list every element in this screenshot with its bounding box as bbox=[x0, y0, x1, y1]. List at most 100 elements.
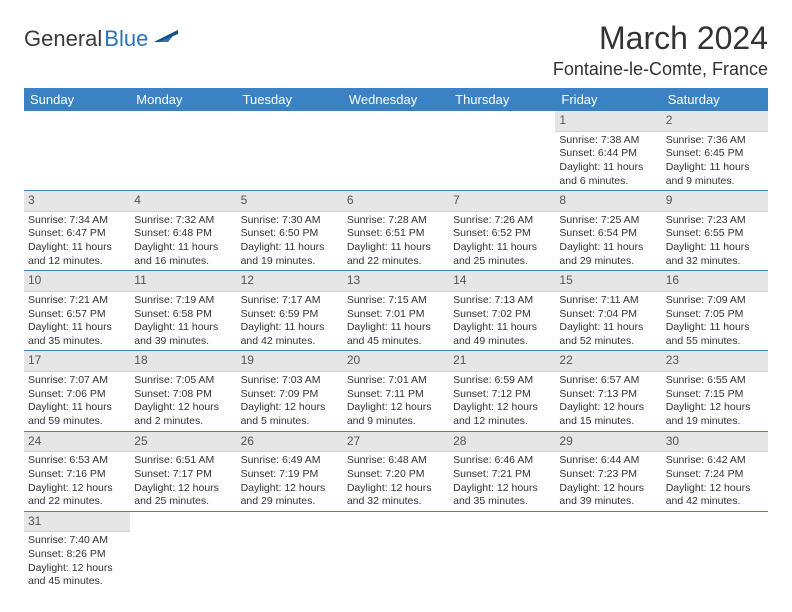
day-body: Sunrise: 6:46 AMSunset: 7:21 PMDaylight:… bbox=[449, 452, 555, 511]
day-ss: Sunset: 7:16 PM bbox=[28, 468, 126, 482]
day-ss: Sunset: 7:17 PM bbox=[134, 468, 232, 482]
day-number: 15 bbox=[555, 271, 661, 292]
day-d1: Daylight: 12 hours bbox=[347, 401, 445, 415]
day-ss: Sunset: 6:59 PM bbox=[241, 308, 339, 322]
day-d2: and 5 minutes. bbox=[241, 415, 339, 429]
calendar-row: 17Sunrise: 7:07 AMSunset: 7:06 PMDayligh… bbox=[24, 351, 768, 431]
day-d1: Daylight: 11 hours bbox=[666, 241, 764, 255]
calendar-cell: 31Sunrise: 7:40 AMSunset: 8:26 PMDayligh… bbox=[24, 511, 130, 591]
day-body: Sunrise: 6:51 AMSunset: 7:17 PMDaylight:… bbox=[130, 452, 236, 511]
day-d1: Daylight: 11 hours bbox=[241, 321, 339, 335]
day-sr: Sunrise: 6:53 AM bbox=[28, 454, 126, 468]
day-ss: Sunset: 8:26 PM bbox=[28, 548, 126, 562]
day-d2: and 22 minutes. bbox=[28, 495, 126, 509]
day-body: Sunrise: 7:40 AMSunset: 8:26 PMDaylight:… bbox=[24, 532, 130, 591]
day-number: 4 bbox=[130, 191, 236, 212]
day-ss: Sunset: 7:01 PM bbox=[347, 308, 445, 322]
day-d1: Daylight: 11 hours bbox=[241, 241, 339, 255]
day-body: Sunrise: 6:59 AMSunset: 7:12 PMDaylight:… bbox=[449, 372, 555, 431]
day-d2: and 29 minutes. bbox=[241, 495, 339, 509]
calendar-cell: 24Sunrise: 6:53 AMSunset: 7:16 PMDayligh… bbox=[24, 431, 130, 511]
calendar-cell: 18Sunrise: 7:05 AMSunset: 7:08 PMDayligh… bbox=[130, 351, 236, 431]
calendar-cell: 2Sunrise: 7:36 AMSunset: 6:45 PMDaylight… bbox=[662, 111, 768, 191]
calendar-cell: 16Sunrise: 7:09 AMSunset: 7:05 PMDayligh… bbox=[662, 271, 768, 351]
day-ss: Sunset: 7:19 PM bbox=[241, 468, 339, 482]
logo-flag-icon bbox=[154, 28, 180, 51]
calendar-cell: 30Sunrise: 6:42 AMSunset: 7:24 PMDayligh… bbox=[662, 431, 768, 511]
location: Fontaine-le-Comte, France bbox=[553, 59, 768, 80]
month-title: March 2024 bbox=[553, 20, 768, 57]
day-d1: Daylight: 11 hours bbox=[559, 321, 657, 335]
day-number: 22 bbox=[555, 351, 661, 372]
day-d2: and 35 minutes. bbox=[28, 335, 126, 349]
calendar-table: Sunday Monday Tuesday Wednesday Thursday… bbox=[24, 88, 768, 591]
day-d1: Daylight: 11 hours bbox=[134, 241, 232, 255]
day-d1: Daylight: 11 hours bbox=[28, 401, 126, 415]
day-d2: and 39 minutes. bbox=[134, 335, 232, 349]
calendar-cell bbox=[449, 111, 555, 191]
day-number: 27 bbox=[343, 432, 449, 453]
day-sr: Sunrise: 7:34 AM bbox=[28, 214, 126, 228]
day-number: 7 bbox=[449, 191, 555, 212]
day-body: Sunrise: 6:44 AMSunset: 7:23 PMDaylight:… bbox=[555, 452, 661, 511]
day-d1: Daylight: 12 hours bbox=[134, 401, 232, 415]
weekday-friday: Friday bbox=[555, 88, 661, 111]
day-sr: Sunrise: 7:13 AM bbox=[453, 294, 551, 308]
calendar-cell: 14Sunrise: 7:13 AMSunset: 7:02 PMDayligh… bbox=[449, 271, 555, 351]
day-d1: Daylight: 11 hours bbox=[28, 321, 126, 335]
weekday-thursday: Thursday bbox=[449, 88, 555, 111]
calendar-cell: 23Sunrise: 6:55 AMSunset: 7:15 PMDayligh… bbox=[662, 351, 768, 431]
day-body: Sunrise: 6:57 AMSunset: 7:13 PMDaylight:… bbox=[555, 372, 661, 431]
calendar-cell: 9Sunrise: 7:23 AMSunset: 6:55 PMDaylight… bbox=[662, 191, 768, 271]
calendar-cell bbox=[555, 511, 661, 591]
logo-text-blue: Blue bbox=[104, 26, 148, 52]
day-sr: Sunrise: 6:51 AM bbox=[134, 454, 232, 468]
day-d2: and 42 minutes. bbox=[241, 335, 339, 349]
day-ss: Sunset: 7:05 PM bbox=[666, 308, 764, 322]
day-ss: Sunset: 6:51 PM bbox=[347, 227, 445, 241]
day-d1: Daylight: 11 hours bbox=[347, 321, 445, 335]
day-sr: Sunrise: 6:55 AM bbox=[666, 374, 764, 388]
day-sr: Sunrise: 7:19 AM bbox=[134, 294, 232, 308]
day-number: 12 bbox=[237, 271, 343, 292]
weekday-wednesday: Wednesday bbox=[343, 88, 449, 111]
day-sr: Sunrise: 7:01 AM bbox=[347, 374, 445, 388]
day-d2: and 16 minutes. bbox=[134, 255, 232, 269]
day-d1: Daylight: 12 hours bbox=[28, 562, 126, 576]
day-d2: and 42 minutes. bbox=[666, 495, 764, 509]
day-d2: and 55 minutes. bbox=[666, 335, 764, 349]
calendar-cell bbox=[130, 511, 236, 591]
day-number: 23 bbox=[662, 351, 768, 372]
day-sr: Sunrise: 7:32 AM bbox=[134, 214, 232, 228]
day-body: Sunrise: 7:26 AMSunset: 6:52 PMDaylight:… bbox=[449, 212, 555, 271]
day-d1: Daylight: 12 hours bbox=[559, 482, 657, 496]
calendar-cell: 6Sunrise: 7:28 AMSunset: 6:51 PMDaylight… bbox=[343, 191, 449, 271]
calendar-cell: 11Sunrise: 7:19 AMSunset: 6:58 PMDayligh… bbox=[130, 271, 236, 351]
calendar-cell: 13Sunrise: 7:15 AMSunset: 7:01 PMDayligh… bbox=[343, 271, 449, 351]
day-d1: Daylight: 11 hours bbox=[347, 241, 445, 255]
day-number: 28 bbox=[449, 432, 555, 453]
calendar-cell: 15Sunrise: 7:11 AMSunset: 7:04 PMDayligh… bbox=[555, 271, 661, 351]
day-sr: Sunrise: 6:49 AM bbox=[241, 454, 339, 468]
day-body: Sunrise: 6:48 AMSunset: 7:20 PMDaylight:… bbox=[343, 452, 449, 511]
day-d1: Daylight: 12 hours bbox=[559, 401, 657, 415]
day-number: 25 bbox=[130, 432, 236, 453]
day-ss: Sunset: 6:47 PM bbox=[28, 227, 126, 241]
day-d1: Daylight: 12 hours bbox=[241, 401, 339, 415]
day-d1: Daylight: 12 hours bbox=[347, 482, 445, 496]
day-number: 9 bbox=[662, 191, 768, 212]
day-d2: and 25 minutes. bbox=[453, 255, 551, 269]
calendar-row: 1Sunrise: 7:38 AMSunset: 6:44 PMDaylight… bbox=[24, 111, 768, 191]
weekday-header-row: Sunday Monday Tuesday Wednesday Thursday… bbox=[24, 88, 768, 111]
day-ss: Sunset: 7:24 PM bbox=[666, 468, 764, 482]
calendar-cell: 7Sunrise: 7:26 AMSunset: 6:52 PMDaylight… bbox=[449, 191, 555, 271]
calendar-cell: 22Sunrise: 6:57 AMSunset: 7:13 PMDayligh… bbox=[555, 351, 661, 431]
calendar-body: 1Sunrise: 7:38 AMSunset: 6:44 PMDaylight… bbox=[24, 111, 768, 591]
calendar-row: 24Sunrise: 6:53 AMSunset: 7:16 PMDayligh… bbox=[24, 431, 768, 511]
day-d2: and 15 minutes. bbox=[559, 415, 657, 429]
day-sr: Sunrise: 7:07 AM bbox=[28, 374, 126, 388]
calendar-row: 3Sunrise: 7:34 AMSunset: 6:47 PMDaylight… bbox=[24, 191, 768, 271]
day-d2: and 2 minutes. bbox=[134, 415, 232, 429]
day-number: 8 bbox=[555, 191, 661, 212]
day-d1: Daylight: 12 hours bbox=[134, 482, 232, 496]
